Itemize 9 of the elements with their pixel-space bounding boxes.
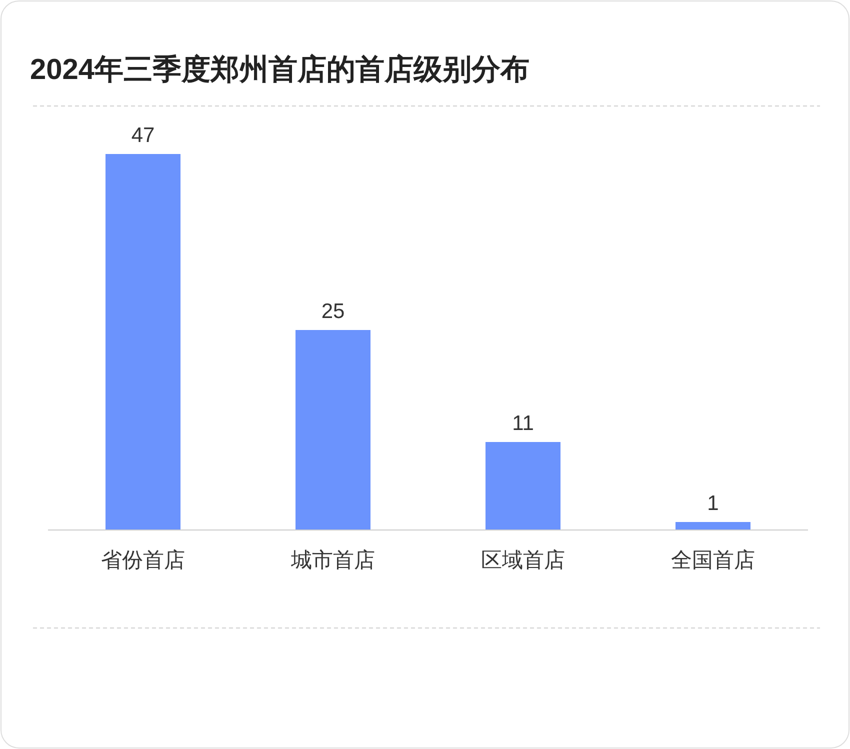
data-label: 11 xyxy=(512,412,534,435)
data-label: 25 xyxy=(321,300,345,323)
x-tick-label: 省份首店 xyxy=(101,549,185,572)
chart-title: 2024年三季度郑州首店的首店级别分布 xyxy=(30,53,530,86)
data-label: 1 xyxy=(707,492,719,515)
data-label: 47 xyxy=(131,124,155,147)
x-tick-label: 全国首店 xyxy=(671,549,755,572)
x-tick-label: 城市首店 xyxy=(290,549,375,572)
x-tick-label: 区域首店 xyxy=(481,549,565,572)
